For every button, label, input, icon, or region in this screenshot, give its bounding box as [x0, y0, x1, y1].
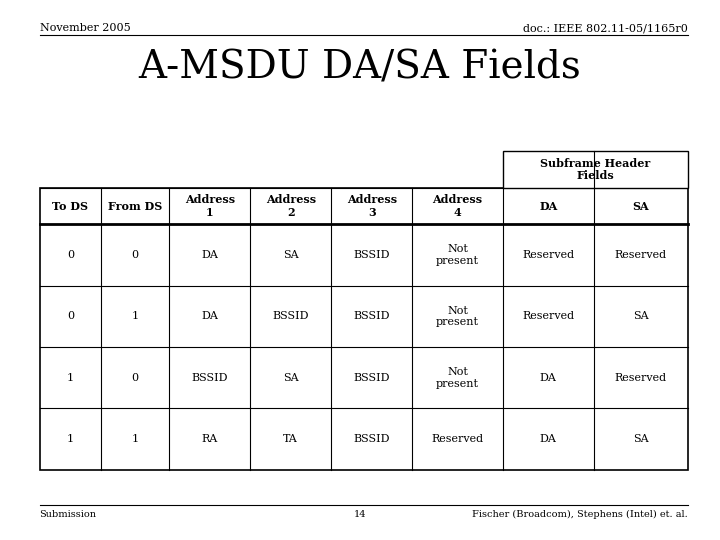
- Text: DA: DA: [539, 201, 557, 212]
- Text: Reserved: Reserved: [522, 250, 575, 260]
- Text: DA: DA: [540, 434, 557, 444]
- Text: 1: 1: [67, 434, 74, 444]
- Text: From DS: From DS: [108, 201, 162, 212]
- Text: Not
present: Not present: [436, 367, 479, 389]
- Text: 1: 1: [67, 373, 74, 383]
- Text: Reserved: Reserved: [615, 373, 667, 383]
- Text: 0: 0: [132, 373, 139, 383]
- Text: 1: 1: [132, 312, 139, 321]
- Text: SA: SA: [633, 434, 649, 444]
- Text: Not
present: Not present: [436, 244, 479, 266]
- Text: Submission: Submission: [40, 510, 96, 519]
- Text: BSSID: BSSID: [354, 312, 390, 321]
- Text: 1: 1: [132, 434, 139, 444]
- Text: 0: 0: [67, 312, 74, 321]
- Text: TA: TA: [284, 434, 298, 444]
- Text: BSSID: BSSID: [354, 250, 390, 260]
- Text: 0: 0: [132, 250, 139, 260]
- Text: RA: RA: [202, 434, 218, 444]
- Text: SA: SA: [283, 250, 299, 260]
- Text: SA: SA: [633, 312, 649, 321]
- Text: Address
1: Address 1: [184, 194, 235, 218]
- Text: BSSID: BSSID: [354, 434, 390, 444]
- Text: DA: DA: [540, 373, 557, 383]
- Text: SA: SA: [283, 373, 299, 383]
- Text: Fischer (Broadcom), Stephens (Intel) et. al.: Fischer (Broadcom), Stephens (Intel) et.…: [472, 510, 688, 519]
- Text: Not
present: Not present: [436, 306, 479, 327]
- Text: DA: DA: [202, 312, 218, 321]
- Text: DA: DA: [202, 250, 218, 260]
- Text: Subframe Header
Fields: Subframe Header Fields: [540, 158, 650, 181]
- Text: 0: 0: [67, 250, 74, 260]
- Text: BSSID: BSSID: [192, 373, 228, 383]
- Text: November 2005: November 2005: [40, 23, 130, 33]
- Text: Reserved: Reserved: [431, 434, 484, 444]
- Text: Address
3: Address 3: [346, 194, 397, 218]
- Text: Address
2: Address 2: [266, 194, 316, 218]
- Text: Reserved: Reserved: [615, 250, 667, 260]
- Text: Reserved: Reserved: [522, 312, 575, 321]
- Text: To DS: To DS: [53, 201, 89, 212]
- Text: 14: 14: [354, 510, 366, 519]
- Text: BSSID: BSSID: [272, 312, 309, 321]
- Text: SA: SA: [632, 201, 649, 212]
- Text: Address
4: Address 4: [433, 194, 482, 218]
- Text: A-MSDU DA/SA Fields: A-MSDU DA/SA Fields: [139, 50, 581, 87]
- Text: doc.: IEEE 802.11-05/1165r0: doc.: IEEE 802.11-05/1165r0: [523, 23, 688, 33]
- Text: BSSID: BSSID: [354, 373, 390, 383]
